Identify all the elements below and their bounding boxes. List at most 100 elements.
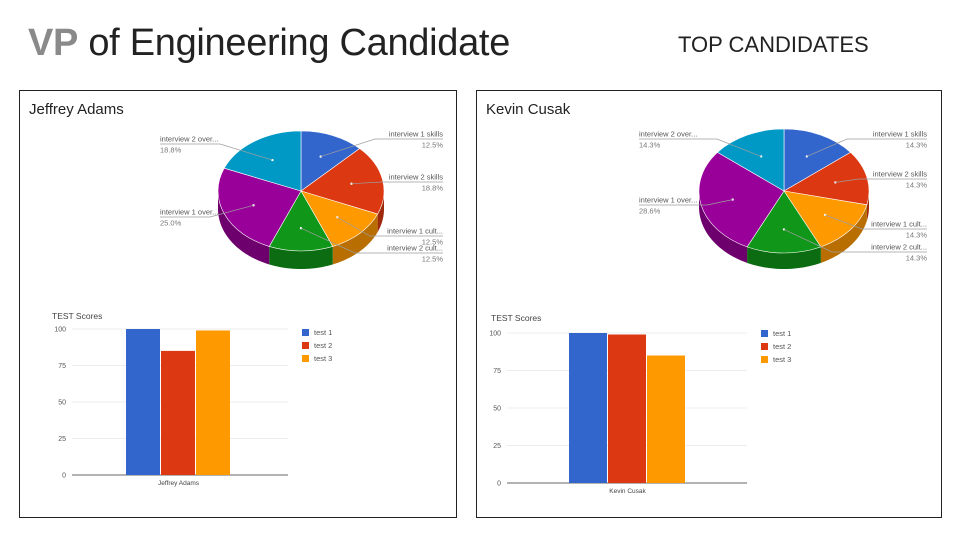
pie-slice-percent: 14.3% [906, 254, 928, 263]
pie-slice-percent: 12.5% [422, 141, 444, 150]
pie-leader-line [160, 143, 273, 161]
pie-slice-percent: 14.3% [906, 231, 928, 240]
bar-test-2 [161, 350, 195, 475]
y-tick-label: 50 [493, 406, 501, 413]
test-scores-bar-chart: TEST Scores 0 25 50 75 100 Kevin Cusak test 1 te… [489, 313, 791, 495]
y-tick-label: 25 [58, 436, 66, 443]
pie-slice-percent: 14.3% [639, 141, 661, 150]
pie-slice [223, 130, 302, 192]
pie-leader-line [351, 181, 443, 185]
pie-slice-percent: 18.8% [160, 146, 182, 155]
pie-slice-percent: 14.3% [906, 181, 928, 190]
pie-leader-line [806, 138, 927, 157]
bar-chart-title: TEST Scores [52, 311, 102, 321]
y-tick-label: 0 [497, 481, 501, 488]
pie-slice-side [218, 191, 270, 265]
y-tick-label: 75 [58, 363, 66, 370]
pie-leader-line [337, 216, 443, 237]
pie-slice-side [377, 191, 384, 233]
pie-label-anchor [319, 155, 322, 158]
pie-leader-line [639, 199, 733, 206]
bar-chart-title: TEST Scores [491, 313, 541, 323]
legend-label: test 1 [773, 329, 791, 338]
pie-slice [217, 167, 302, 247]
pie-leader-line [783, 229, 927, 253]
pie-slice-side [269, 246, 333, 269]
candidate-panel-jeffrey-adams: Jeffrey Adams interview 1 skills 12.5% int… [19, 90, 457, 518]
interview-pie-chart: interview 1 skills 14.3% interview 2 skill… [639, 128, 928, 269]
candidate-panel-kevin-cusak: Kevin Cusak interview 1 skills 14.3% inter… [476, 90, 942, 518]
legend-swatch [761, 343, 768, 350]
pie-slice-side [747, 246, 821, 269]
bar-test-1 [126, 329, 160, 475]
legend-swatch [302, 342, 309, 349]
legend-label: test 2 [314, 341, 332, 350]
pie-leader-line [835, 178, 927, 183]
pie-label-anchor [271, 158, 274, 162]
pie-slice-side [332, 214, 378, 265]
pie-slice-label: interview 2 cult... [871, 243, 927, 252]
pie-slice [268, 190, 334, 252]
y-tick-label: 50 [58, 400, 66, 407]
y-tick-label: 100 [54, 327, 66, 334]
x-tick-label: Kevin Cusak [609, 488, 646, 495]
pie-slice-percent: 12.5% [422, 255, 444, 264]
pie-slice-label: interview 2 over... [160, 135, 218, 144]
pie-slice-percent: 14.3% [906, 141, 928, 150]
candidate-name: Kevin Cusak [486, 101, 571, 118]
pie-slice-label: interview 2 skills [873, 170, 927, 179]
pie-slice-label: interview 1 cult... [871, 220, 927, 229]
interview-pie-chart: interview 1 skills 12.5% interview 2 skill… [160, 130, 444, 269]
pie-slice-label: interview 1 over... [160, 208, 218, 217]
pie-leader-line [160, 204, 254, 218]
pie-slice-percent: 25.0% [160, 219, 182, 228]
pie-slice [300, 148, 385, 215]
y-tick-label: 75 [493, 368, 501, 375]
page-title-rest: of Engineering Candidate [78, 22, 511, 64]
test-scores-bar-chart: TEST Scores 0 25 50 75 100 Jeffrey Adams test 1… [52, 311, 332, 487]
pie-slice-percent: 12.5% [422, 238, 444, 247]
bar-test-3 [196, 330, 230, 475]
pie-leader-line [639, 138, 762, 157]
pie-slice-label: interview 1 skills [873, 130, 927, 139]
pie-slice-label: interview 1 cult... [387, 227, 443, 236]
pie-leader-line [300, 227, 443, 254]
pie-slice-label: interview 2 over... [639, 130, 697, 139]
bar-test-1 [569, 333, 607, 483]
y-tick-label: 100 [489, 331, 501, 338]
bar-test-2 [608, 334, 646, 483]
pie-slice-percent: 18.8% [422, 184, 444, 193]
pie-slice-side [699, 191, 748, 263]
legend-label: test 2 [773, 342, 791, 351]
legend-swatch [761, 356, 768, 363]
page-title-strong: VP [28, 22, 79, 64]
legend-label: test 1 [314, 328, 332, 337]
pie-label-anchor [834, 181, 837, 184]
pie-slice [746, 190, 822, 254]
pie-leader-line [320, 138, 443, 157]
pie-slice [717, 128, 785, 192]
top-candidates-heading: TOP CANDIDATES [678, 32, 869, 57]
pie-slice-label: interview 1 skills [389, 130, 443, 139]
y-tick-label: 25 [493, 443, 501, 450]
pie-leader-line [825, 214, 927, 230]
legend-swatch [302, 329, 309, 336]
legend-swatch [302, 355, 309, 362]
pie-slice-label: interview 1 over... [639, 196, 697, 205]
bar-test-3 [647, 355, 685, 483]
legend-label: test 3 [773, 355, 791, 364]
pie-slice-side [820, 204, 867, 263]
pie-label-anchor [731, 198, 734, 201]
page-title: VP of Engineering Candidate [28, 22, 510, 65]
pie-slice-label: interview 2 cult... [387, 244, 443, 253]
legend-label: test 3 [314, 354, 332, 363]
pie-slice-label: interview 2 skills [389, 173, 443, 182]
x-tick-label: Jeffrey Adams [158, 480, 200, 487]
y-tick-label: 0 [62, 473, 66, 480]
pie-slice [783, 190, 868, 248]
pie-slice [783, 151, 870, 206]
pie-slice-percent: 28.6% [639, 207, 661, 216]
pie-slice [300, 130, 361, 192]
legend-swatch [761, 330, 768, 337]
candidate-name: Jeffrey Adams [29, 101, 124, 118]
